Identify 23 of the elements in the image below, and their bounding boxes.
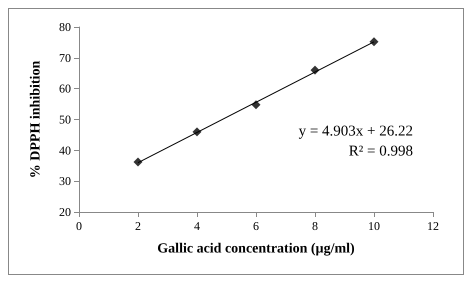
x-tick-label: 4: [194, 219, 200, 233]
y-tick-label: 20: [59, 205, 71, 219]
point: [192, 127, 202, 136]
point: [252, 100, 260, 110]
x-tick-label: 8: [312, 219, 318, 233]
x-tick-label: 12: [427, 219, 439, 233]
y-tick-label: 80: [59, 20, 71, 34]
y-tick-label: 70: [59, 50, 71, 65]
x-tick-label: 2: [135, 219, 141, 233]
annotation: R² = 0.998: [348, 144, 414, 160]
x-tick-label: 0: [76, 219, 82, 233]
x-tick-label: 10: [368, 219, 380, 233]
annotation: y = 4.903x + 26.22: [298, 124, 413, 140]
point: [134, 158, 142, 167]
y-tick-label: 30: [59, 174, 71, 188]
x-axis-title: Gallic acid concentration (µg/ml): [157, 242, 356, 256]
point: [370, 37, 378, 46]
y-tick-label: 50: [59, 112, 71, 126]
y-axis-title: % DPPH inhibition: [28, 60, 44, 178]
point: [310, 66, 320, 75]
y-tick-label: 60: [59, 82, 71, 96]
x-tick-label: 6: [253, 219, 259, 233]
y-tick-label: 40: [59, 143, 71, 158]
